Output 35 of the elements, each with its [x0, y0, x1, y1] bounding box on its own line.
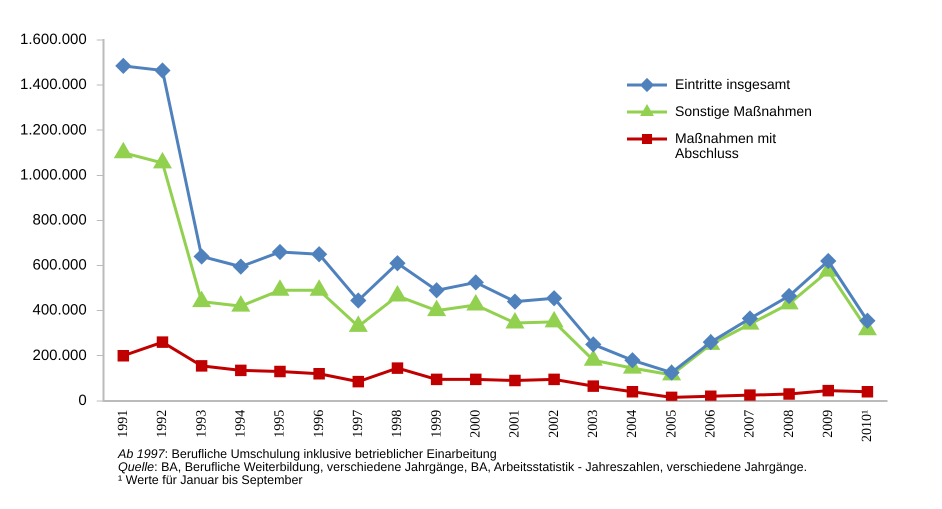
legend-label: Sonstige Maßnahmen: [675, 102, 812, 119]
x-tick-label: 2002: [546, 410, 562, 438]
x-tick-label: 2009: [820, 410, 836, 438]
x-tick-label: 1991: [116, 410, 131, 438]
x-tick-label: 1996: [312, 410, 327, 438]
x-tick-label: 2000: [468, 410, 484, 438]
x-tick-label: 1993: [194, 410, 210, 438]
x-tick-label: 2001: [508, 410, 523, 438]
legend-label: Maßnahmen mit Abschluss: [675, 130, 776, 161]
y-tick-label: 0: [78, 392, 87, 409]
y-tick-label: 1.400.000: [20, 76, 87, 94]
x-tick-label: 2007: [742, 410, 758, 438]
y-tick-label: 1.200.000: [20, 121, 87, 138]
y-tick-label: 400.000: [32, 302, 87, 319]
x-tick-label: 1994: [233, 410, 248, 438]
y-tick-label: 200.000: [32, 346, 87, 364]
x-tick-label: 1995: [272, 410, 288, 438]
x-tick-label: 2005: [664, 410, 680, 438]
x-tick-label: 2010¹: [860, 410, 876, 442]
legend-label: Eintritte insgesamt: [675, 76, 790, 92]
x-tick-label: 2003: [586, 410, 601, 438]
x-tick-label: 1998: [390, 410, 406, 438]
y-tick-label: 600.000: [32, 256, 87, 274]
y-tick-label: 800.000: [32, 212, 87, 229]
x-tick-label: 1997: [350, 410, 366, 438]
x-tick-label: 1999: [429, 410, 444, 438]
x-tick-label: 2004: [625, 410, 640, 438]
x-tick-label: 1992: [155, 410, 170, 438]
text: ¹ Werte für Januar bis September: [118, 473, 303, 487]
y-tick-label: 1.600.000: [20, 31, 87, 48]
text: Ab 1997: Berufliche Umschulung inklusive betrieblicher Einarbeitung: [118, 447, 497, 461]
x-tick-label: 2006: [703, 410, 718, 438]
y-tick-label: 1.000.000: [20, 166, 87, 184]
source-note: Quelle: BA, Berufliche Weiterbildung, verschiedene Jahrgänge, BA, Arbeitsstatistik - Jahreszahlen, verschiedene Jahrgänge.: [118, 460, 808, 474]
x-tick-label: 2008: [782, 410, 797, 438]
